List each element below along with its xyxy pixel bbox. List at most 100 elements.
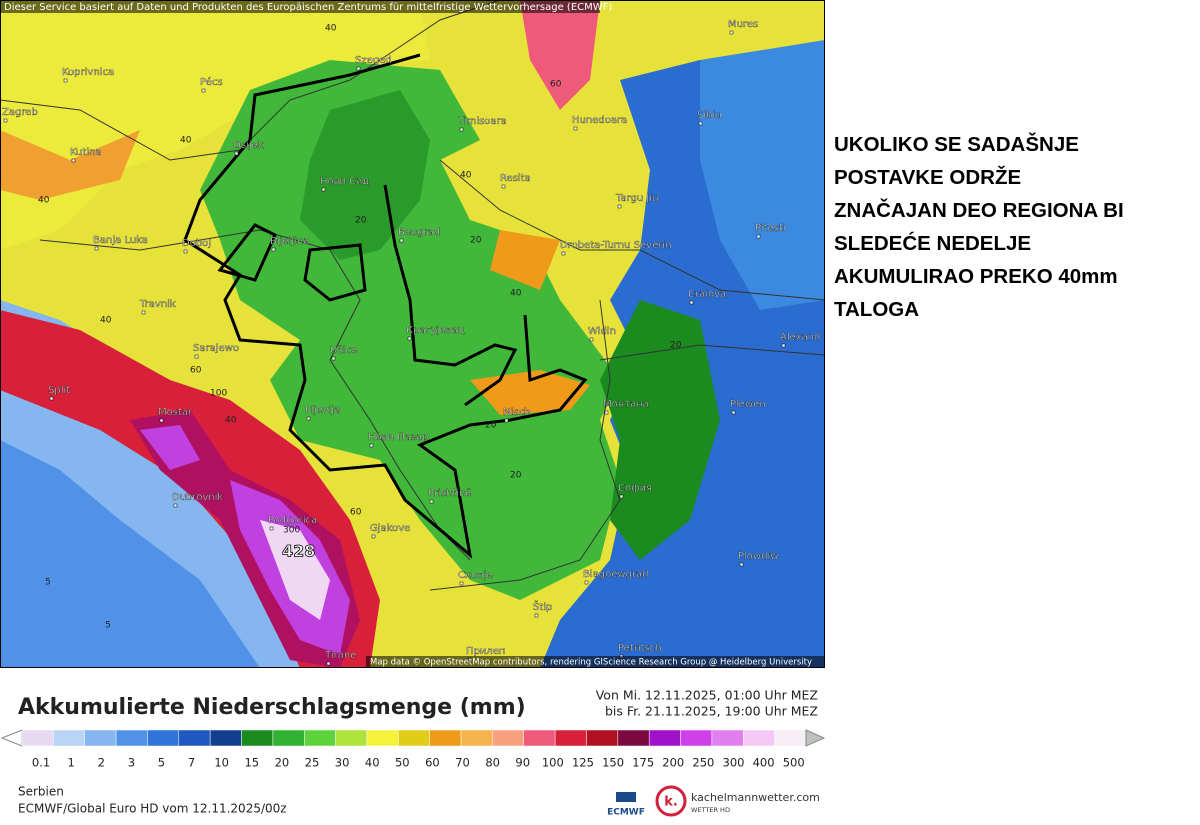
scale-box	[335, 729, 368, 747]
place-dot	[739, 562, 744, 567]
scale-label: 0.1	[32, 756, 50, 770]
place-dot	[617, 204, 622, 209]
kachelmann-mark: k.	[664, 795, 678, 810]
scale-box	[586, 729, 619, 747]
place-label: Dubrovnik	[172, 492, 223, 503]
contour-label: 40	[225, 416, 237, 426]
scale-box	[617, 729, 650, 747]
place-dot	[573, 126, 578, 131]
place-dot	[501, 184, 506, 189]
place-label: Drobeta-Turnu Severin	[560, 240, 671, 251]
period-from: Von Mi. 12.11.2025, 01:00 Uhr MEZ	[596, 688, 818, 703]
scale-box	[178, 729, 211, 747]
place-dot	[201, 88, 206, 93]
scale-label: 5	[158, 756, 165, 770]
scale-label: 40	[365, 756, 380, 770]
scale-label: 30	[335, 756, 350, 770]
place-label: Split	[48, 385, 70, 396]
model-run: ECMWF/Global Euro HD vom 12.11.2025/00z	[18, 802, 287, 816]
place-label: Mostar	[158, 407, 193, 418]
scale-box	[711, 729, 744, 747]
place-dot	[689, 300, 694, 305]
contour-labels: 40 40 40 60 40 40 20 20 40 20 40 60 100 20 20 60 300 5 5	[38, 24, 682, 631]
place-label: Craiova	[688, 289, 726, 300]
scale-label: 100	[542, 756, 564, 770]
scale-label: 60	[425, 756, 440, 770]
scale-box	[523, 729, 556, 747]
contour-label: 40	[38, 196, 50, 206]
place-dot	[71, 158, 76, 163]
place-label: Beograd	[398, 227, 440, 238]
scale-box	[272, 729, 305, 747]
notice-bg	[0, 0, 600, 13]
place-label: Kutina	[70, 147, 102, 158]
contour-label: 20	[470, 236, 482, 246]
place-dot	[271, 247, 276, 252]
scale-box	[554, 729, 587, 747]
place-label: Osijek	[233, 140, 264, 151]
max-label: 428	[282, 542, 315, 561]
place-dot	[459, 127, 464, 132]
contour-label: 20	[510, 471, 522, 481]
field-green-dark	[300, 90, 430, 260]
place-label: Štip	[533, 600, 552, 613]
scale-box	[241, 729, 274, 747]
place-label: Szeged	[355, 55, 392, 66]
place-label: Прилеп	[466, 646, 505, 657]
scale-label: 15	[244, 756, 259, 770]
contour-label: 40	[460, 171, 472, 181]
scale-label: 500	[783, 756, 805, 770]
arrow-high	[805, 729, 826, 747]
place-dot	[159, 418, 164, 423]
period-to: bis Fr. 21.11.2025, 19:00 Uhr MEZ	[605, 704, 818, 719]
field-blue-light	[700, 40, 825, 310]
border	[39, 229, 471, 561]
scale-box	[429, 729, 462, 747]
scale-box	[774, 729, 807, 747]
highlight-outline	[183, 53, 588, 559]
place-dot	[94, 246, 99, 251]
place-label: Sarajewo	[193, 343, 239, 354]
scale-box	[303, 729, 336, 747]
place-label: Pljevlja	[305, 405, 340, 416]
arrow-low	[0, 729, 23, 747]
contour-label: 60	[550, 80, 562, 90]
place-dot	[141, 310, 146, 315]
scale-box	[21, 729, 54, 747]
outline	[217, 223, 277, 282]
annotation-line: UKOLIKO SE SADAŠNJE	[834, 133, 1079, 156]
place-dot	[331, 356, 336, 361]
place-dot	[49, 396, 54, 401]
annotation-line: ZNAČAJAN DEO REGIONA BI	[834, 199, 1124, 222]
place-dot	[356, 66, 361, 71]
place-label: Banja Luka	[93, 235, 148, 246]
place-label: Mures	[728, 19, 758, 30]
place-label: Sibiu	[697, 110, 722, 121]
scale-box	[398, 729, 430, 747]
place-dot	[63, 78, 68, 83]
scale-box	[680, 729, 713, 747]
place-dot	[619, 494, 624, 499]
contour-label: 20	[355, 216, 367, 226]
scale-box	[209, 729, 242, 747]
place-labels: Koprivnica Pécs Szeged Mures Zagreb Osijek Tim…	[2, 19, 821, 666]
place-dot	[234, 151, 239, 156]
scale-label: 50	[395, 756, 410, 770]
attribution-bg	[366, 656, 825, 668]
scale-box	[366, 729, 399, 747]
place-dot	[604, 410, 609, 415]
scale-label: 2	[98, 756, 105, 770]
scale-label: 70	[455, 756, 470, 770]
place-dot	[561, 251, 566, 256]
field-green-east	[600, 300, 720, 560]
place-dot	[183, 249, 188, 254]
scale-label: 25	[305, 756, 320, 770]
kachelmann-sub: WETTER HD	[691, 806, 730, 814]
ecmwf-icon	[616, 792, 636, 802]
place-label: Zagreb	[2, 107, 38, 118]
scale-label: 10	[214, 756, 229, 770]
annotation-line: SLEDEĆE NEDELJE	[834, 232, 1032, 255]
map-frame	[0, 0, 825, 668]
place-dot	[504, 418, 509, 423]
field-pale	[260, 520, 330, 620]
